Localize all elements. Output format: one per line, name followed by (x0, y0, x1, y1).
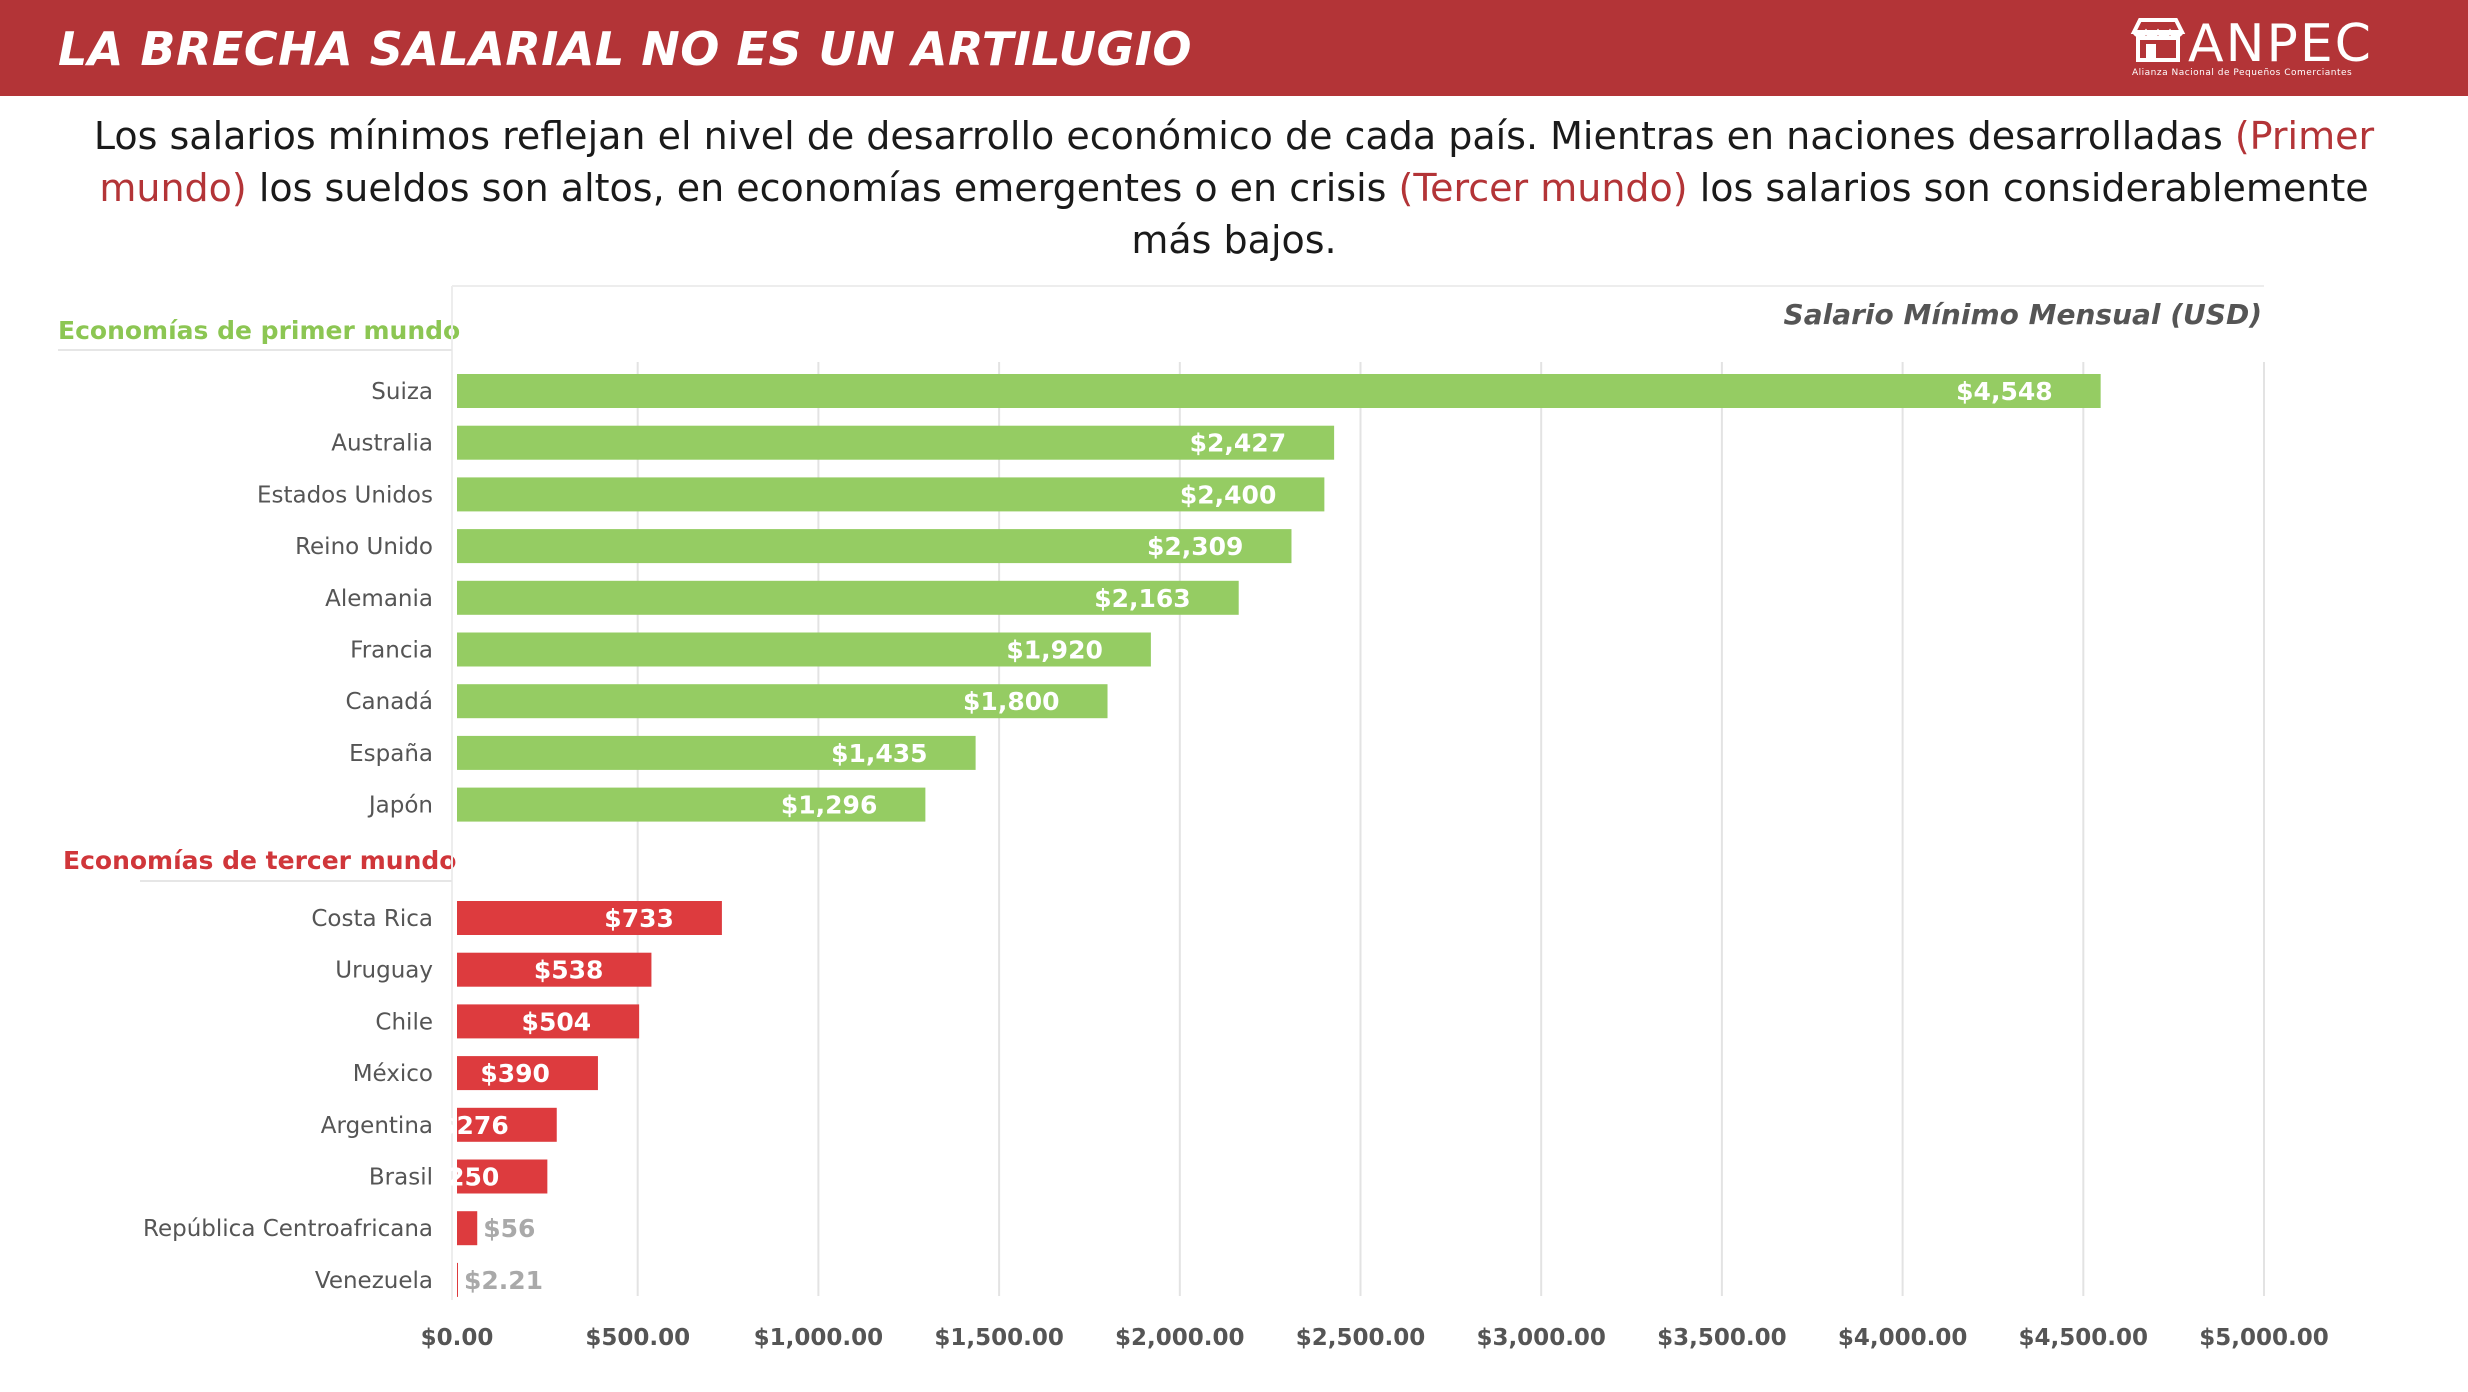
logo-subtext: Alianza Nacional de Pequeños Comerciante… (2132, 68, 2353, 78)
data-label: $2.21 (464, 1266, 543, 1295)
bar (457, 1056, 598, 1091)
bar (457, 477, 1325, 512)
data-label: $2,400 (1180, 480, 1276, 509)
data-label: $276 (439, 1111, 509, 1140)
data-label: $4,548 (1956, 377, 2052, 406)
bar (457, 735, 976, 770)
category-label: Australia (331, 431, 433, 457)
store-icon (2130, 18, 2186, 66)
bar (457, 952, 652, 987)
intro-highlight-first-world: (Primer mundo) (99, 114, 2375, 210)
category-label: República Centroafricana (143, 1216, 433, 1242)
category-label: Venezuela (315, 1268, 433, 1294)
x-tick-label: $4,500.00 (2019, 1325, 2149, 1351)
data-label: $1,920 (1006, 636, 1102, 665)
intro-text-2: los sueldos son altos, en economías emer… (246, 166, 1399, 210)
category-label: Reino Unido (295, 534, 433, 560)
chart-title: Salario Mínimo Mensual (USD) (1783, 298, 2262, 331)
category-label: Japón (367, 793, 433, 819)
bar (457, 529, 1292, 564)
bar (457, 425, 1335, 460)
data-label: $2,427 (1190, 429, 1286, 458)
intro-highlight-third-world: (Tercer mundo) (1398, 166, 1688, 210)
x-tick-label: $2,000.00 (1115, 1325, 1245, 1351)
data-label: $56 (483, 1214, 535, 1243)
bar (457, 901, 722, 935)
data-label: $504 (522, 1007, 592, 1036)
bar (457, 632, 1151, 667)
category-label: Canadá (345, 689, 433, 715)
category-label: México (353, 1061, 433, 1087)
bar (457, 1004, 640, 1039)
bar (457, 1107, 557, 1142)
x-tick-label: $500.00 (585, 1325, 690, 1351)
data-label: $1,435 (831, 739, 927, 768)
category-label: Estados Unidos (257, 482, 433, 508)
x-tick-label: $3,500.00 (1657, 1325, 1787, 1351)
intro-text-1: Los salarios mínimos reflejan el nivel d… (93, 114, 2235, 158)
group-label-first-world: Economías de primer mundo (58, 316, 461, 345)
intro-text-3: los salarios son considerablemente más b… (1131, 166, 2369, 262)
data-label: $250 (430, 1163, 500, 1192)
x-tick-label: $0.00 (421, 1325, 494, 1351)
bar (457, 374, 2101, 408)
category-label: España (349, 741, 433, 767)
header-title: LA BRECHA SALARIAL NO ES UN ARTILUGIO (58, 22, 1192, 76)
x-tick-label: $3,000.00 (1476, 1325, 1606, 1351)
anpec-logo: ANPEC Alianza Nacional de Pequeños Comer… (2130, 14, 2390, 84)
x-tick-label: $1,500.00 (934, 1325, 1064, 1351)
data-label: $2,309 (1147, 532, 1243, 561)
data-label: $1,800 (963, 687, 1059, 716)
category-label: Brasil (369, 1165, 433, 1191)
category-label: Alemania (325, 586, 433, 612)
bar (457, 1262, 458, 1297)
data-label: $1,296 (781, 791, 877, 820)
category-label: Uruguay (335, 958, 433, 984)
category-label: Argentina (321, 1113, 433, 1139)
bar (457, 1211, 478, 1246)
bar (457, 1159, 548, 1194)
x-tick-label: $1,000.00 (754, 1325, 884, 1351)
category-label: Suiza (371, 379, 433, 405)
category-label: Costa Rica (311, 906, 433, 932)
x-tick-label: $4,000.00 (1838, 1325, 1968, 1351)
intro-paragraph: Los salarios mínimos reflejan el nivel d… (60, 110, 2408, 266)
data-label: $538 (534, 956, 604, 985)
group-label-third-world: Economías de tercer mundo (63, 846, 457, 875)
category-label: Chile (375, 1009, 433, 1035)
header-banner: LA BRECHA SALARIAL NO ES UN ARTILUGIO AN… (0, 0, 2468, 96)
data-label: $733 (604, 904, 674, 933)
bar (457, 787, 926, 822)
data-label: $2,163 (1094, 584, 1190, 613)
bar (457, 580, 1239, 615)
bar (457, 684, 1108, 719)
data-label: $390 (480, 1059, 550, 1088)
category-label: Francia (350, 638, 433, 664)
x-tick-label: $5,000.00 (2199, 1325, 2329, 1351)
logo-word: ANPEC (2188, 14, 2373, 74)
x-tick-label: $2,500.00 (1296, 1325, 1426, 1351)
